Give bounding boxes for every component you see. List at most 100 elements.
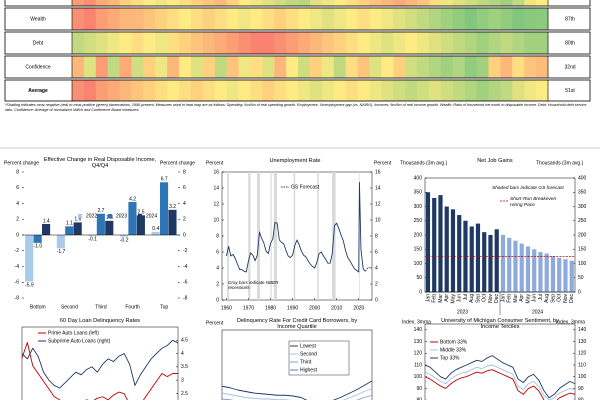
y-tick-label: -4 — [15, 264, 20, 270]
heat-cell — [202, 80, 216, 101]
y-tick-label: 6 — [16, 185, 19, 191]
heat-cell — [381, 32, 394, 54]
heat-cell — [321, 0, 335, 6]
heat-cell — [417, 32, 430, 54]
y-axis-label: Index, 3mma — [402, 319, 431, 325]
heat-cell — [226, 8, 239, 30]
chart-title: Delinquency Rate For Credit Card Borrowe… — [236, 318, 358, 331]
heat-cell — [202, 56, 216, 78]
y-tick-label: 130 — [414, 339, 423, 345]
heat-cell — [72, 0, 85, 6]
heat-cell — [226, 80, 239, 101]
y-axis-label: Percent change — [4, 160, 39, 166]
heat-cell — [440, 80, 454, 101]
recession-bar — [227, 172, 229, 300]
y2-tick-label: 2 — [375, 281, 378, 287]
heat-cell — [274, 0, 287, 6]
bar — [550, 256, 556, 292]
heat-cell — [72, 56, 85, 78]
y2-tick-label: 100 — [578, 261, 587, 267]
row-border — [4, 7, 591, 31]
heat-cell — [536, 32, 549, 54]
heat-cell — [202, 32, 216, 54]
bar — [469, 226, 474, 292]
x-tick-label: Jan — [425, 294, 431, 302]
heat-cell — [83, 32, 97, 54]
heat-cell — [238, 8, 251, 30]
row-rank: 32nd — [564, 64, 575, 70]
heat-cell — [464, 80, 477, 101]
heat-cell — [429, 80, 442, 101]
bar — [544, 253, 549, 292]
bar-value-label: -0.1 — [88, 237, 97, 243]
bar-value-label: 2.5 — [138, 210, 145, 216]
y2-tick-label: 12 — [375, 201, 381, 207]
legend-label: Lowest — [300, 343, 316, 349]
chart-annotation: Gray bars indicate NBER recessions — [228, 280, 279, 291]
heat-cell — [310, 32, 323, 54]
heat-cell — [107, 80, 120, 101]
heat-cell — [226, 56, 239, 78]
y2-tick-label: 14 — [375, 185, 381, 191]
heat-cell — [381, 0, 394, 6]
heat-cell — [440, 32, 454, 54]
recession-bar — [293, 172, 296, 300]
bar-value-label: -1.0 — [33, 244, 42, 250]
y-axis-label: Thousands (3m avg.) — [400, 160, 448, 166]
heat-cell — [274, 56, 287, 78]
heat-cell — [238, 0, 251, 6]
heat-cell — [298, 8, 311, 30]
y-tick-label: 16 — [213, 169, 219, 175]
y2-tick-label: 4 — [183, 201, 186, 207]
heat-cell — [345, 80, 358, 101]
y2-tick-label: -2 — [183, 248, 188, 254]
legend-label: Bottom 33% — [440, 339, 468, 345]
x-tick-label: Feb — [432, 294, 438, 303]
legend-label: GS Forecast — [291, 184, 320, 190]
heat-cell — [274, 8, 287, 30]
y-tick-label: -2 — [15, 248, 20, 254]
heat-cell — [250, 0, 263, 6]
y2-tick-label: 90 — [578, 386, 584, 392]
y2-tick-label: 300 — [578, 204, 587, 210]
heat-cell — [369, 0, 382, 6]
heat-cell — [333, 8, 347, 30]
y-tick-label: 400 — [414, 175, 423, 181]
heat-cell — [500, 0, 513, 6]
heat-cell — [155, 0, 168, 6]
heat-cell — [131, 32, 144, 54]
heat-cell — [369, 56, 382, 78]
y-tick-label: -8 — [15, 295, 20, 301]
x-tick-label: 1970 — [243, 305, 254, 311]
y-tick-label: 350 — [414, 190, 423, 196]
y2-tick-label: 80 — [578, 397, 584, 400]
heat-cell — [119, 0, 132, 6]
y2-tick-label: 100 — [578, 374, 587, 380]
row-border — [4, 55, 591, 79]
y-tick-label: 80 — [416, 397, 422, 400]
heat-cell — [524, 8, 537, 30]
y2-tick-label: 6 — [183, 185, 186, 191]
x-tick-label: Oct — [482, 293, 488, 301]
legend-box — [288, 340, 350, 376]
heat-cell — [417, 0, 430, 6]
y2-tick-label: 16 — [375, 169, 381, 175]
heat-cell — [167, 32, 180, 54]
chart-title: Net Job Gains — [477, 158, 513, 164]
heat-cell — [536, 8, 549, 30]
heat-cell — [464, 32, 477, 54]
heat-cell — [298, 56, 311, 78]
y-tick-label: 100 — [414, 261, 423, 267]
heat-cell — [321, 56, 335, 78]
series-line — [21, 342, 178, 400]
y2-tick-label: 6 — [375, 249, 378, 255]
y-tick-label: 6 — [216, 249, 219, 255]
bar — [488, 235, 493, 292]
heat-cell — [286, 32, 299, 54]
legend-swatch — [138, 214, 142, 218]
reference-line-label: Short-Run Breakeven Hiring Pace — [510, 197, 557, 208]
y-tick-label: 50 — [416, 275, 422, 281]
series-line — [365, 266, 370, 272]
heat-cell — [191, 80, 204, 101]
heat-cell — [524, 0, 537, 6]
